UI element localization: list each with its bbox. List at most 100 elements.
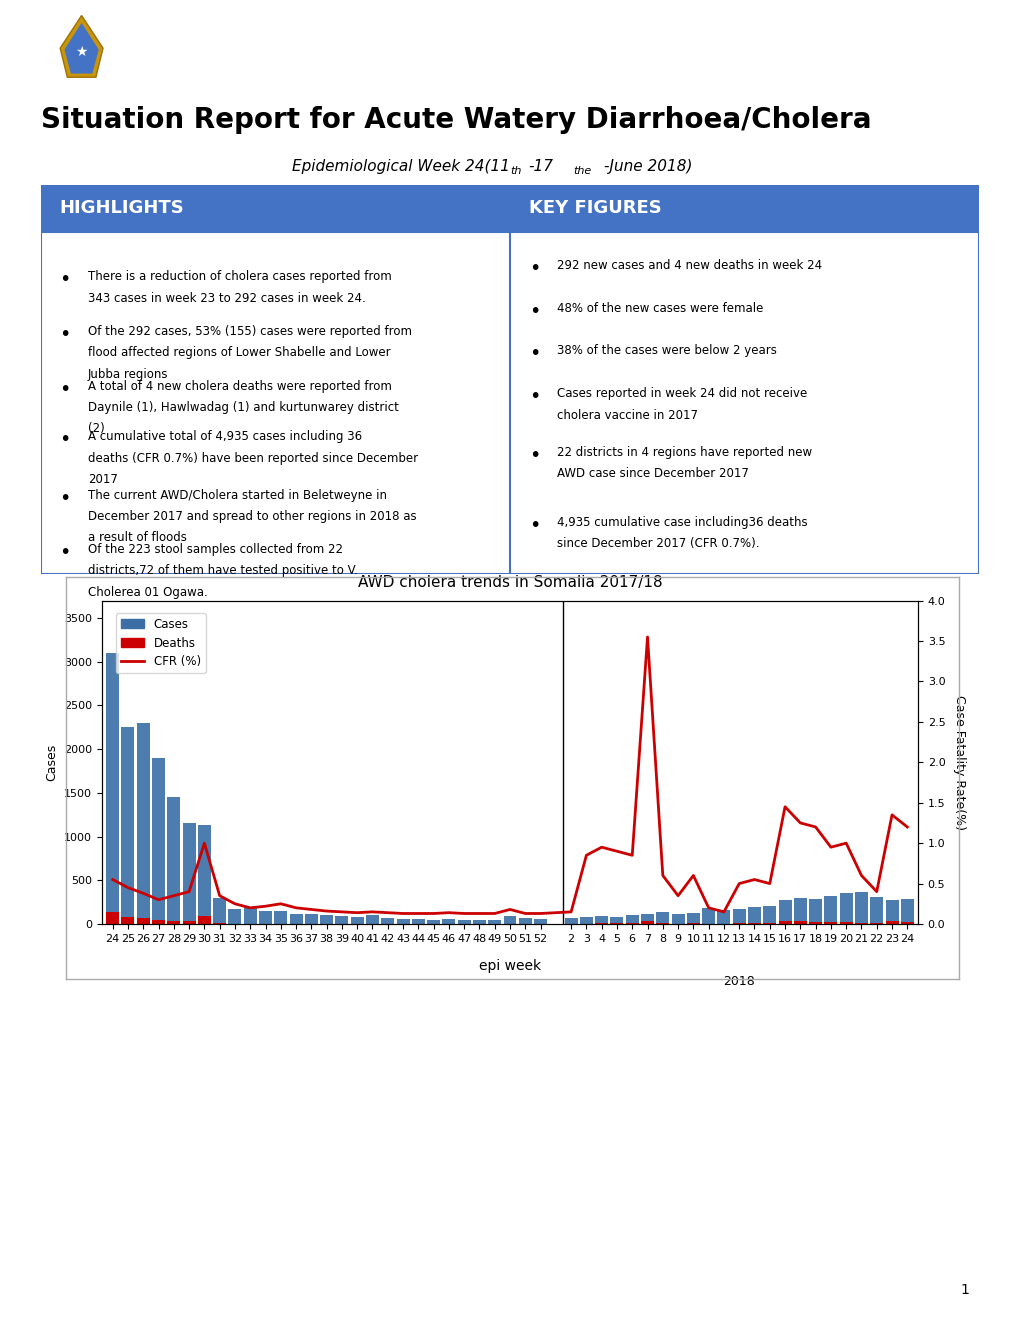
Bar (808, 921, 821, 924)
Bar (884, 921, 898, 924)
Text: cholera vaccine in 2017: cholera vaccine in 2017 (556, 409, 697, 421)
Text: A cumulative total of 4,935 cases including 36: A cumulative total of 4,935 cases includ… (88, 430, 362, 444)
Bar (869, 896, 882, 924)
Text: epi week: epi week (479, 960, 540, 973)
Bar (716, 911, 730, 924)
Title: AWD cholera trends in Somalia 2017/18: AWD cholera trends in Somalia 2017/18 (358, 574, 661, 590)
Text: Of the 292 cases, 53% (155) cases were reported from: Of the 292 cases, 53% (155) cases were r… (88, 325, 412, 338)
Text: a result of floods: a result of floods (88, 532, 186, 544)
Bar (823, 896, 837, 924)
Bar (152, 758, 165, 924)
Text: Daynile (1), Hawlwadag (1) and kurtunwarey district: Daynile (1), Hawlwadag (1) and kurtunwar… (88, 401, 398, 414)
Text: •: • (59, 488, 71, 507)
Bar (854, 923, 867, 924)
Bar (259, 911, 272, 924)
Bar (228, 908, 242, 924)
Text: Jubba regions: Jubba regions (88, 368, 168, 380)
Bar (198, 916, 211, 924)
Bar (137, 917, 150, 924)
Text: •: • (59, 380, 71, 399)
Bar (747, 907, 760, 924)
Text: -June 2018): -June 2018) (603, 158, 692, 174)
Bar (854, 892, 867, 924)
Bar (580, 917, 592, 924)
Text: (2): (2) (88, 422, 104, 436)
Text: 343 cases in week 23 to 292 cases in week 24.: 343 cases in week 23 to 292 cases in wee… (88, 292, 365, 305)
Bar (640, 921, 653, 924)
Bar (305, 915, 318, 924)
Bar (396, 919, 409, 924)
CFR (%) (488, 906, 500, 921)
Bar (427, 920, 439, 924)
Bar (793, 898, 806, 924)
Bar (488, 920, 500, 924)
Bar (274, 911, 287, 924)
Text: •: • (528, 516, 540, 535)
Bar (381, 917, 394, 924)
Text: AWD case since December 2017: AWD case since December 2017 (556, 467, 748, 480)
Polygon shape (60, 16, 103, 77)
Bar (106, 912, 119, 924)
Bar (640, 913, 653, 924)
CFR (%) (901, 818, 913, 836)
Text: 48% of the new cases were female: 48% of the new cases were female (556, 302, 762, 314)
Text: World Health
Organization: World Health Organization (809, 32, 921, 63)
Bar (595, 916, 607, 924)
Bar (655, 912, 668, 924)
Text: Somali Federal Republic: Somali Federal Republic (210, 59, 376, 74)
Bar (762, 906, 775, 924)
Bar (289, 913, 303, 924)
Text: deaths (CFR 0.7%) have been reported since December: deaths (CFR 0.7%) have been reported sin… (88, 451, 418, 465)
Bar (121, 917, 135, 924)
Bar (198, 825, 211, 924)
Bar (106, 653, 119, 924)
Text: Cases reported in week 24 did not receive: Cases reported in week 24 did not receiv… (556, 387, 806, 400)
Text: 2018: 2018 (722, 974, 754, 987)
Text: •: • (528, 446, 540, 465)
Text: •: • (528, 387, 540, 407)
FancyBboxPatch shape (41, 185, 978, 574)
Text: A total of 4 new cholera deaths were reported from: A total of 4 new cholera deaths were rep… (88, 380, 391, 392)
Text: ★: ★ (75, 45, 88, 59)
Bar (412, 919, 424, 924)
Text: 1: 1 (959, 1283, 968, 1296)
Y-axis label: Case Fatality Rate(%): Case Fatality Rate(%) (953, 694, 965, 830)
Bar (182, 921, 196, 924)
Y-axis label: Cases: Cases (46, 743, 58, 781)
Bar (610, 916, 623, 924)
Polygon shape (64, 22, 99, 74)
Legend: Cases, Deaths, CFR (%): Cases, Deaths, CFR (%) (116, 612, 206, 673)
Bar (808, 899, 821, 924)
Text: Of the 223 stool samples collected from 22: Of the 223 stool samples collected from … (88, 543, 342, 556)
Text: •: • (528, 345, 540, 363)
Bar (503, 916, 516, 924)
Bar (182, 824, 196, 924)
Text: Cholerea 01 Ogawa.: Cholerea 01 Ogawa. (88, 586, 207, 599)
Bar (823, 921, 837, 924)
Bar (351, 916, 364, 924)
Bar (244, 907, 257, 924)
Text: Epidemiological Week 24(11: Epidemiological Week 24(11 (291, 158, 510, 174)
CFR (%) (656, 867, 668, 883)
Bar (793, 921, 806, 924)
Text: 38% of the cases were below 2 years: 38% of the cases were below 2 years (556, 345, 776, 358)
Bar (167, 797, 180, 924)
Text: 292 new cases and 4 new deaths in week 24: 292 new cases and 4 new deaths in week 2… (556, 259, 821, 272)
Text: Ministry Of Health: Ministry Of Health (210, 26, 425, 46)
Bar (473, 920, 485, 924)
CFR (%) (610, 843, 623, 859)
Bar (777, 899, 791, 924)
Text: •: • (59, 325, 71, 345)
Text: •: • (59, 430, 71, 449)
Bar (671, 913, 684, 924)
Bar (777, 921, 791, 924)
Text: ⊕: ⊕ (816, 38, 835, 58)
Text: •: • (528, 302, 540, 321)
Text: flood affected regions of Lower Shabelle and Lower: flood affected regions of Lower Shabelle… (88, 346, 390, 359)
Bar (900, 899, 913, 924)
Bar (839, 894, 852, 924)
Bar (625, 915, 638, 924)
Bar (900, 921, 913, 924)
Bar (167, 920, 180, 924)
Text: KEY FIGURES: KEY FIGURES (528, 199, 661, 218)
